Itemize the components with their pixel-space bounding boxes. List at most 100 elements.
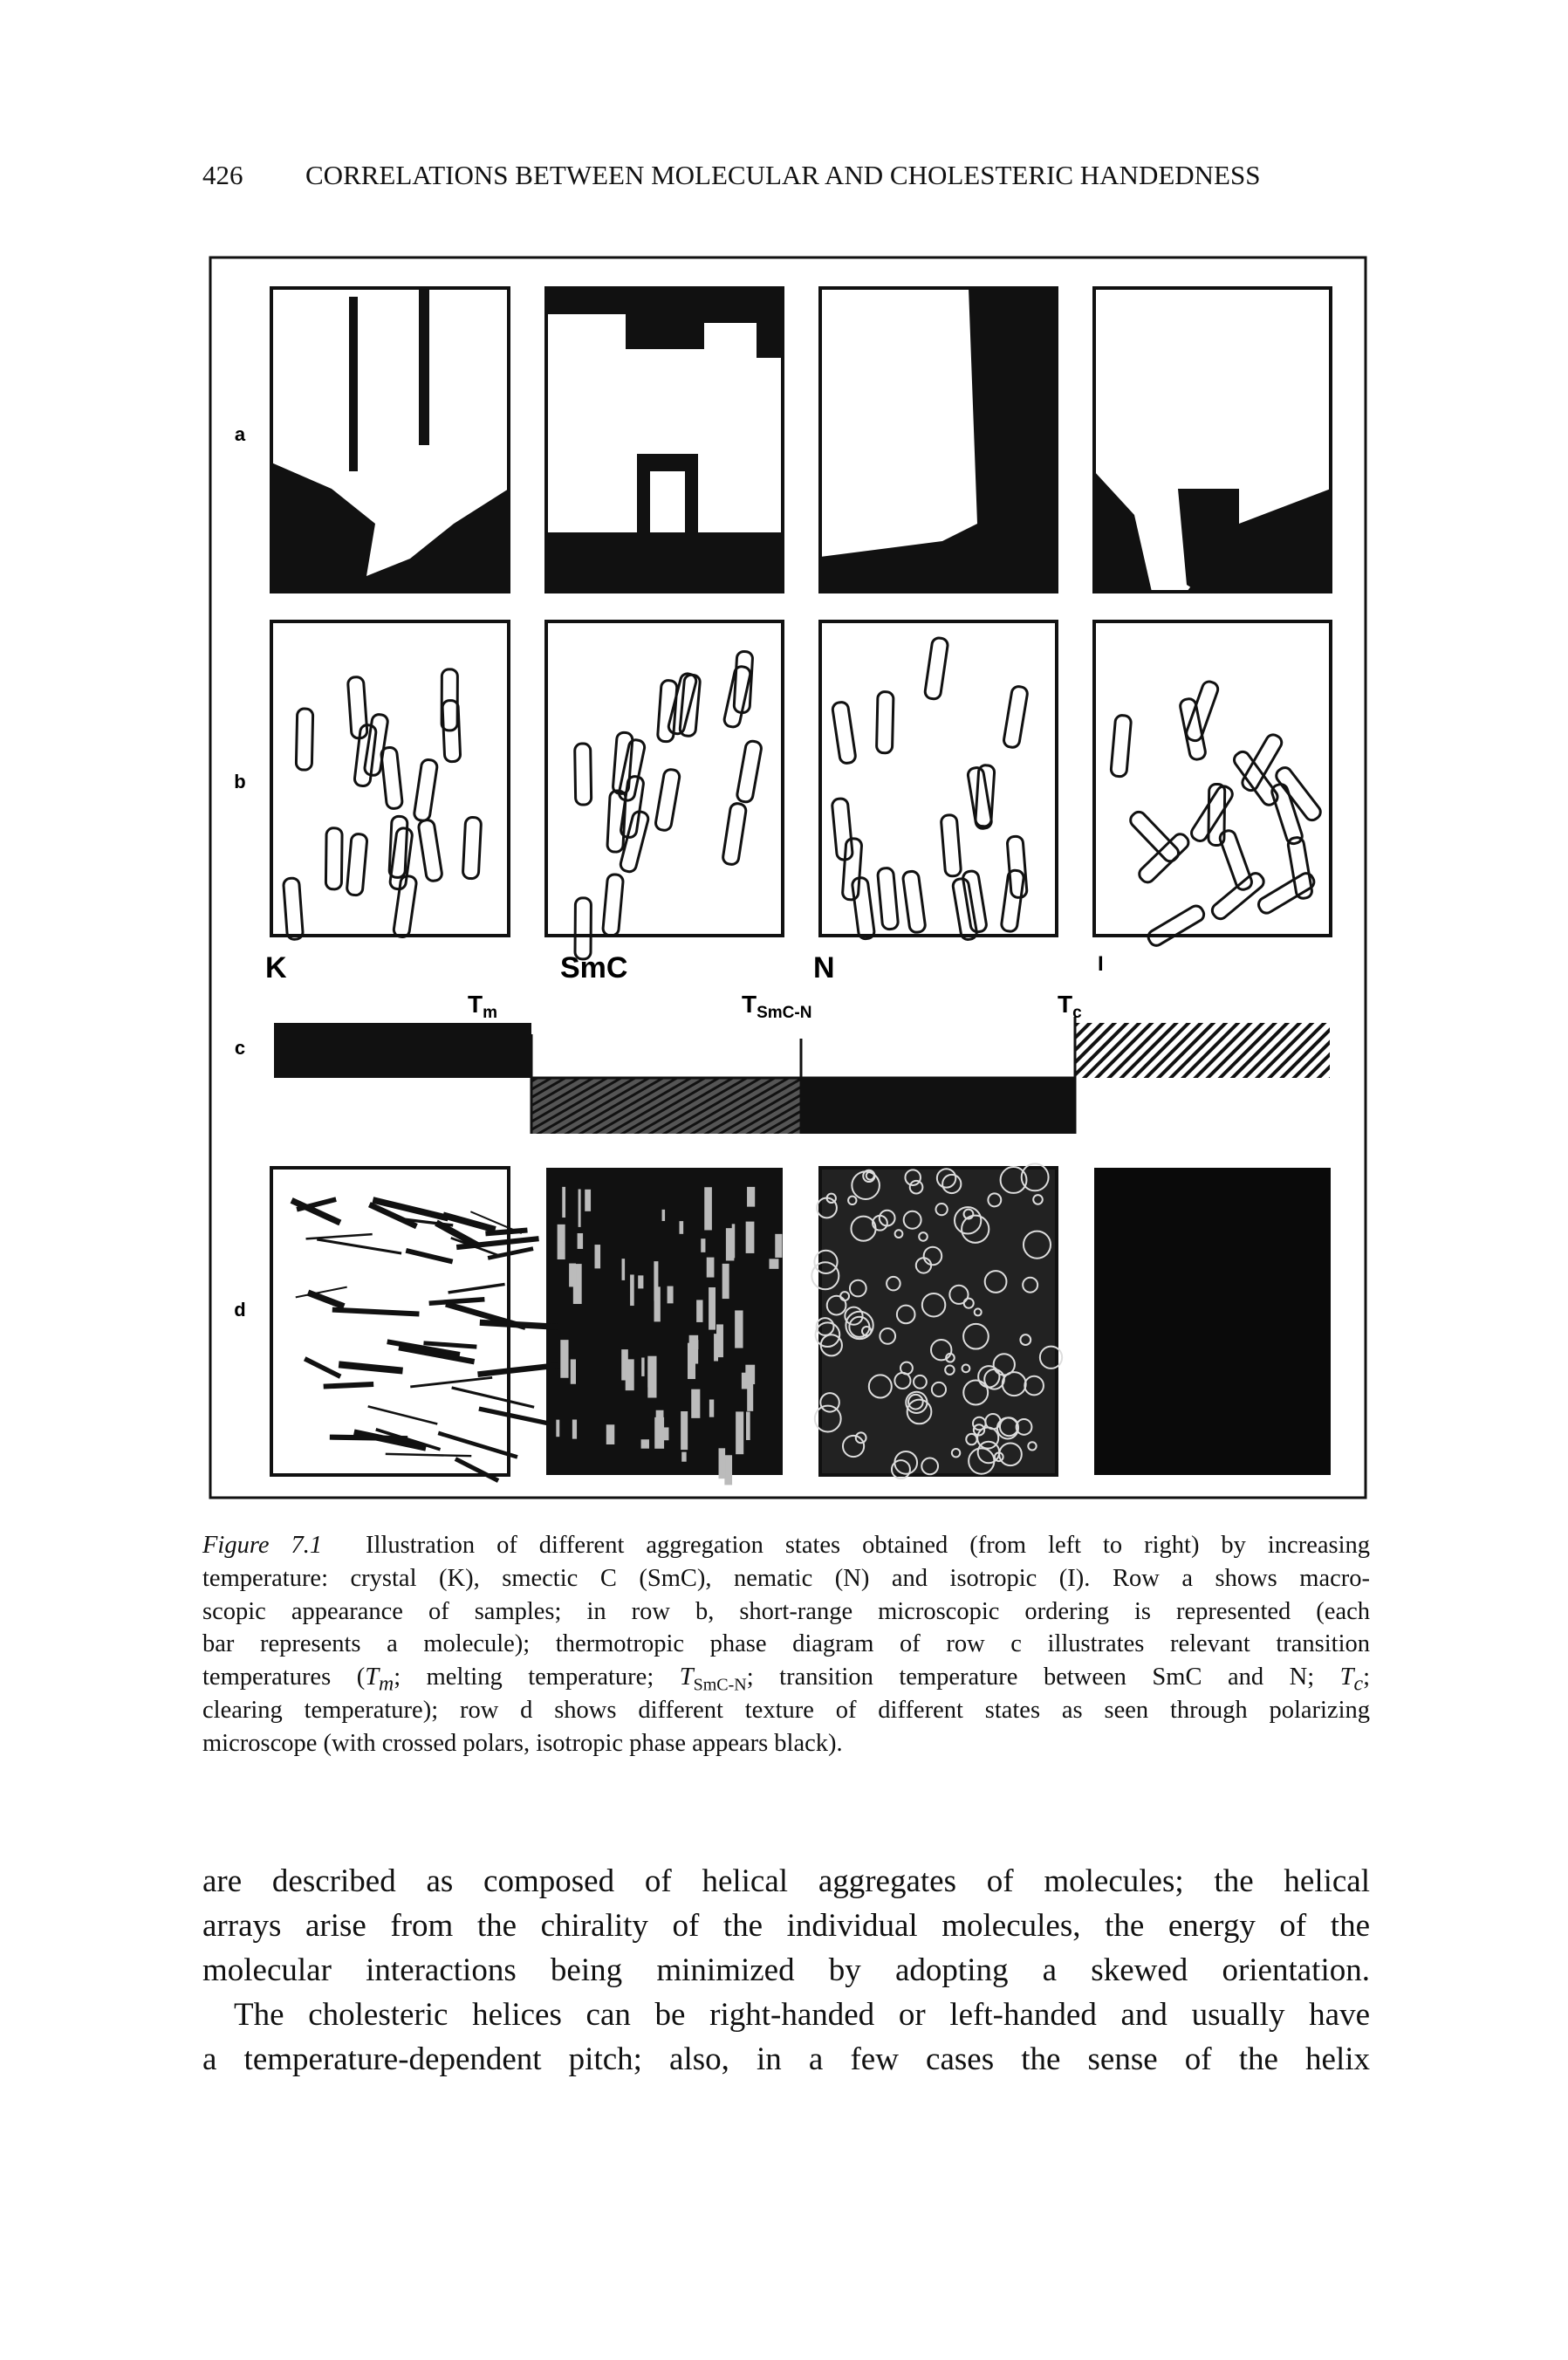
texture <box>454 1457 500 1483</box>
phase-label: K <box>265 951 287 984</box>
texture <box>294 707 315 772</box>
texture <box>811 1261 840 1291</box>
texture <box>448 1282 505 1294</box>
texture <box>569 1263 577 1287</box>
texture <box>992 1353 1016 1376</box>
texture <box>714 1334 719 1362</box>
texture <box>825 1192 837 1204</box>
texture <box>894 1229 904 1239</box>
texture <box>392 875 418 938</box>
texture <box>1024 1375 1044 1396</box>
texture <box>560 1340 569 1378</box>
subscript: SmC-N <box>693 1675 747 1695</box>
texture <box>606 789 627 854</box>
texture <box>1006 834 1029 899</box>
texture <box>741 1372 749 1389</box>
texture <box>316 1238 402 1255</box>
texture <box>375 1428 442 1451</box>
subscript: m <box>379 1672 394 1696</box>
row-d-panels <box>270 1163 1331 1485</box>
texture <box>904 1169 921 1186</box>
texture <box>1109 714 1133 779</box>
body-line: are described as composed of helical agg… <box>202 1863 1370 1899</box>
texture <box>305 1232 373 1240</box>
texture <box>440 668 459 732</box>
texture <box>736 739 763 804</box>
texture <box>962 1322 989 1350</box>
texture <box>704 1187 712 1231</box>
texture <box>1286 836 1313 900</box>
texture <box>908 1179 924 1195</box>
texture <box>487 1246 534 1260</box>
body-line: arrays arise from the chirality of the i… <box>202 1908 1370 1944</box>
figure-caption: Figure 7.1 Illustration of different agg… <box>202 1529 1370 1760</box>
texture <box>338 1361 403 1375</box>
texture <box>324 827 344 891</box>
texture <box>709 1399 715 1417</box>
texture <box>621 1349 628 1381</box>
texture <box>556 1419 560 1437</box>
texture <box>722 665 752 729</box>
texture <box>1179 697 1207 761</box>
texture <box>709 1286 716 1330</box>
texture <box>441 699 462 764</box>
texture <box>983 1270 1008 1293</box>
texture <box>878 1209 896 1227</box>
texture <box>1038 1345 1064 1369</box>
texture <box>1019 1334 1032 1346</box>
phase-diagram <box>274 1017 1330 1134</box>
texture <box>451 1386 535 1409</box>
texture <box>619 810 650 874</box>
texture <box>661 1209 666 1222</box>
texture <box>1147 904 1206 947</box>
texture <box>696 1300 703 1322</box>
texture <box>935 1168 957 1189</box>
texture <box>1185 680 1220 743</box>
texture <box>844 1306 864 1326</box>
texture <box>972 1424 986 1437</box>
texture <box>681 1451 687 1462</box>
texture <box>984 1413 1002 1430</box>
row-a-panels <box>270 286 1332 593</box>
texture <box>968 1447 996 1475</box>
texture <box>1241 733 1284 792</box>
texture <box>387 1339 461 1357</box>
texture <box>601 873 625 937</box>
symbol: T <box>1339 1664 1354 1691</box>
texture <box>906 1398 933 1425</box>
row-label: d <box>234 1299 245 1321</box>
texture <box>876 867 900 931</box>
caption-line: temperatures (Tm; melting temperature; T… <box>202 1661 1370 1696</box>
texture <box>577 1232 584 1249</box>
texture <box>667 1286 674 1304</box>
texture <box>290 1197 342 1226</box>
texture <box>417 819 443 882</box>
texture <box>815 1317 835 1336</box>
texture <box>572 1264 582 1305</box>
texture <box>428 1296 485 1306</box>
texture <box>679 1221 684 1234</box>
texture <box>890 1459 911 1480</box>
texture <box>437 1430 518 1459</box>
phase-label: SmC <box>560 951 627 984</box>
texture <box>841 837 863 902</box>
texture <box>654 768 681 832</box>
texture <box>845 1310 874 1341</box>
texture <box>485 1227 528 1237</box>
texture <box>572 1419 578 1439</box>
texture <box>935 1202 948 1217</box>
texture <box>367 1202 418 1230</box>
texture <box>921 1292 947 1318</box>
texture <box>295 1286 347 1299</box>
texture <box>814 1321 841 1348</box>
texture <box>965 1432 978 1446</box>
texture <box>618 738 647 802</box>
texture <box>346 676 369 740</box>
texture <box>825 1294 847 1316</box>
texture <box>654 1286 661 1322</box>
texture <box>625 1359 634 1391</box>
texture <box>1256 872 1316 915</box>
texture <box>831 701 857 765</box>
texture <box>930 1381 948 1398</box>
